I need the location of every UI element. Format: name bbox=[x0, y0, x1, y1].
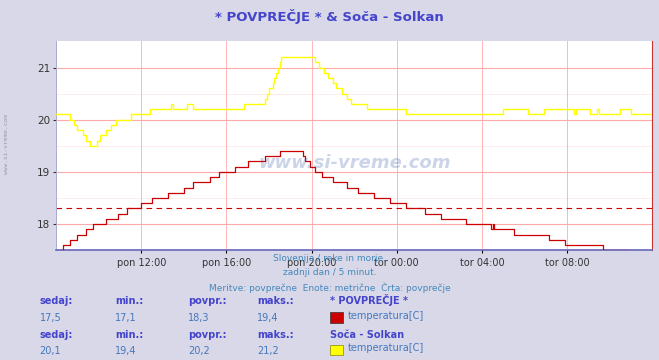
Text: Soča - Solkan: Soča - Solkan bbox=[330, 330, 403, 340]
Text: www.si-vreme.com: www.si-vreme.com bbox=[258, 153, 451, 171]
Text: maks.:: maks.: bbox=[257, 296, 294, 306]
Text: 17,1: 17,1 bbox=[115, 313, 137, 323]
Text: www.si-vreme.com: www.si-vreme.com bbox=[4, 114, 9, 174]
Text: povpr.:: povpr.: bbox=[188, 330, 226, 340]
Text: 20,2: 20,2 bbox=[188, 346, 210, 356]
Text: sedaj:: sedaj: bbox=[40, 296, 73, 306]
Text: 19,4: 19,4 bbox=[257, 313, 279, 323]
Text: Meritve: povprečne  Enote: metrične  Črta: povprečje: Meritve: povprečne Enote: metrične Črta:… bbox=[209, 283, 450, 293]
Text: temperatura[C]: temperatura[C] bbox=[347, 343, 424, 354]
Text: temperatura[C]: temperatura[C] bbox=[347, 311, 424, 321]
Text: povpr.:: povpr.: bbox=[188, 296, 226, 306]
Text: 18,3: 18,3 bbox=[188, 313, 210, 323]
Text: 17,5: 17,5 bbox=[40, 313, 61, 323]
Text: * POVPREČJE *: * POVPREČJE * bbox=[330, 294, 407, 306]
Text: maks.:: maks.: bbox=[257, 330, 294, 340]
Text: Slovenija / reke in morje.: Slovenija / reke in morje. bbox=[273, 254, 386, 263]
Text: 20,1: 20,1 bbox=[40, 346, 61, 356]
Text: 21,2: 21,2 bbox=[257, 346, 279, 356]
Text: min.:: min.: bbox=[115, 296, 144, 306]
Text: min.:: min.: bbox=[115, 330, 144, 340]
Text: 19,4: 19,4 bbox=[115, 346, 137, 356]
Text: sedaj:: sedaj: bbox=[40, 330, 73, 340]
Text: * POVPREČJE * & Soča - Solkan: * POVPREČJE * & Soča - Solkan bbox=[215, 9, 444, 24]
Text: zadnji dan / 5 minut.: zadnji dan / 5 minut. bbox=[283, 268, 376, 277]
